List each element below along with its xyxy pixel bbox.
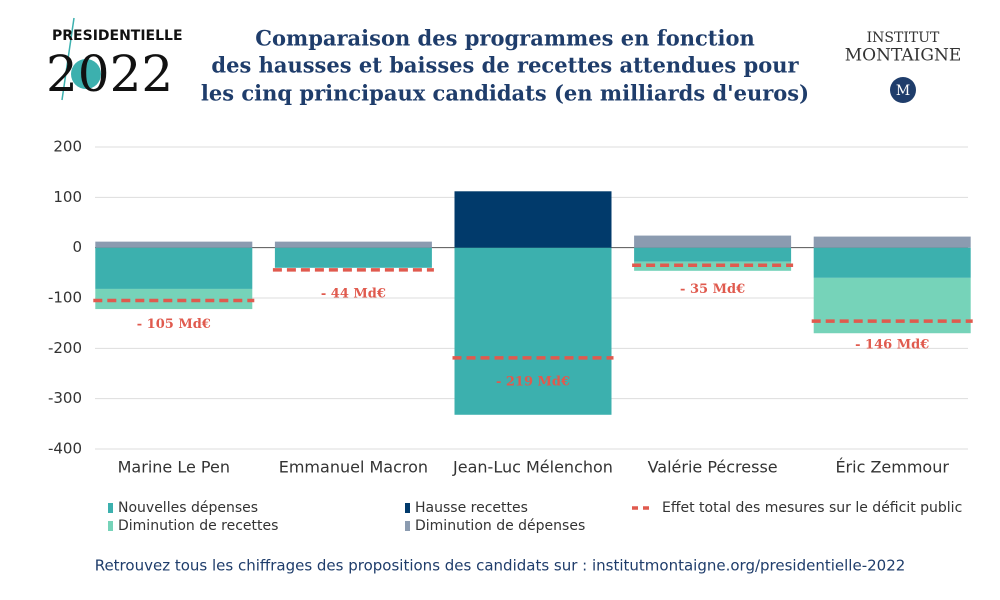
legend-label: Nouvelles dépenses — [118, 500, 258, 516]
total-effect-label: - 105 Md€ — [137, 317, 211, 332]
y-tick-label: 0 — [72, 238, 82, 256]
logo-top: PRESIDENTIELLE — [52, 28, 183, 44]
legend-swatch — [108, 503, 113, 513]
chart-title: des hausses et baisses de recettes atten… — [211, 53, 799, 78]
bar-segment — [274, 247, 432, 268]
brand-circle — [890, 77, 916, 103]
logo-circle — [71, 59, 101, 89]
brand-line2: MONTAIGNE — [845, 46, 962, 66]
y-tick-label: 100 — [53, 188, 82, 206]
bar-segment — [634, 261, 792, 271]
bar-segment — [634, 235, 792, 248]
bar-segment — [813, 247, 971, 278]
legend-label: Diminution de recettes — [118, 518, 278, 534]
legend-swatch — [405, 503, 410, 513]
total-effect-label: - 219 Md€ — [496, 374, 570, 389]
bar-segment — [813, 236, 971, 248]
bar-segment — [95, 288, 253, 310]
y-tick-label: 200 — [53, 138, 82, 156]
legend-swatch — [405, 521, 410, 531]
total-effect-label: - 35 Md€ — [680, 282, 745, 297]
y-tick-label: -300 — [48, 389, 82, 407]
total-effect-label: - 44 Md€ — [321, 286, 386, 301]
chart-title: les cinq principaux candidats (en millia… — [201, 81, 809, 106]
bar-segment — [813, 277, 971, 334]
brand-line1: INSTITUT — [867, 30, 940, 46]
x-tick-label: Marine Le Pen — [118, 458, 230, 477]
total-effect-label: - 146 Md€ — [855, 338, 929, 353]
x-tick-label: Emmanuel Macron — [279, 458, 428, 477]
chart-title: Comparaison des programmes en fonction — [255, 26, 755, 51]
bar-segment — [274, 241, 432, 248]
legend-swatch — [108, 521, 113, 531]
bar-segment — [95, 241, 253, 248]
footer: Retrouvez tous les chiffrages des propos… — [95, 557, 906, 575]
legend-label: Hausse recettes — [415, 500, 528, 516]
x-tick-label: Jean-Luc Mélenchon — [452, 458, 613, 477]
bar-segment — [95, 247, 253, 289]
legend-label: Diminution de dépenses — [415, 518, 585, 534]
legend-label: Effet total des mesures sur le déficit p… — [662, 500, 962, 516]
y-tick-label: -200 — [48, 339, 82, 357]
brand-mark: M — [896, 83, 910, 99]
bar-segment — [634, 247, 792, 262]
logo-slash — [61, 17, 75, 101]
bar-segment — [454, 247, 612, 415]
logo-year: 2022 — [46, 45, 173, 103]
bar-segment — [454, 191, 612, 248]
y-tick-label: -100 — [48, 289, 82, 307]
x-tick-label: Éric Zemmour — [835, 458, 949, 477]
y-tick-label: -400 — [48, 440, 82, 458]
x-tick-label: Valérie Pécresse — [648, 458, 778, 477]
